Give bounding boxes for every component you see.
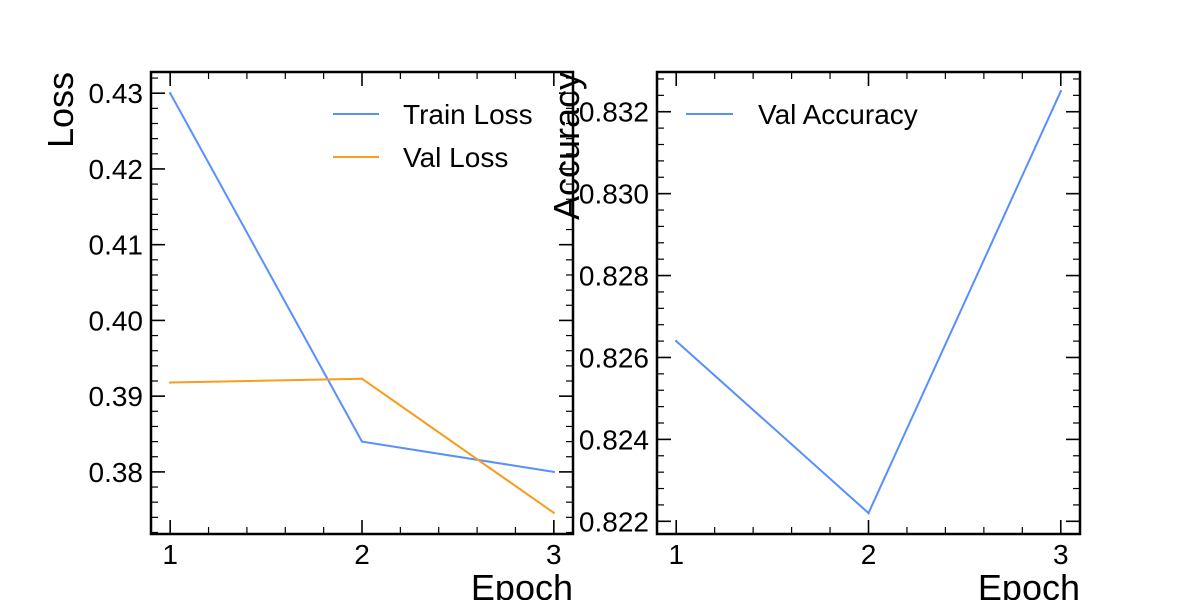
legend: Val Accuracy xyxy=(686,99,918,130)
x-tick-label: 3 xyxy=(546,539,562,570)
series-line-2 xyxy=(170,377,555,514)
y-tick-label: 0.41 xyxy=(89,230,144,261)
y-tick-label: 0.40 xyxy=(89,305,144,336)
x-tick-label: 1 xyxy=(668,539,684,570)
data-point xyxy=(552,511,556,514)
legend-label: Train Loss xyxy=(403,99,533,130)
x-tick-label: 2 xyxy=(861,539,877,570)
x-tick-label: 1 xyxy=(162,539,178,570)
y-tick-label: 0.830 xyxy=(579,179,649,210)
chart-panel-1: 1 2 3 0.38 0.39 0.40 0.41 0.42 0.43 Epoch Loss Trai… xyxy=(40,70,575,600)
y-tick-label: 0.43 xyxy=(89,78,144,109)
y-axis-label: Loss xyxy=(40,72,81,148)
data-point xyxy=(867,511,870,515)
y-tick-label: 0.828 xyxy=(579,261,649,292)
x-tick-label: 3 xyxy=(1053,539,1069,570)
data-point xyxy=(168,381,172,384)
y-tick-label: 0.826 xyxy=(579,342,649,373)
y-tick-label: 0.38 xyxy=(89,457,144,488)
y-tick-label: 0.832 xyxy=(579,97,649,128)
x-axis-label: Epoch xyxy=(471,567,573,600)
data-point xyxy=(360,440,364,443)
legend-label: Val Loss xyxy=(403,142,508,173)
y-axis-label: Accuracy xyxy=(546,72,587,220)
plot-frame xyxy=(655,70,1082,536)
data-point xyxy=(168,92,172,95)
legend-label: Val Accuracy xyxy=(758,99,918,130)
y-tick-label: 0.42 xyxy=(89,154,144,185)
x-axis-label: Epoch xyxy=(978,567,1080,600)
data-point xyxy=(552,470,556,474)
y-tick-label: 0.822 xyxy=(579,506,649,537)
data-point xyxy=(360,377,364,380)
data-point xyxy=(675,339,678,343)
y-tick-label: 0.824 xyxy=(579,424,649,455)
series-line-1 xyxy=(675,90,1062,515)
chart-panel-2: 1 2 3 0.822 0.824 0.826 0.828 0.830 0.832 Epoch Ac… xyxy=(546,70,1082,600)
x-tick-label: 2 xyxy=(354,539,370,570)
y-tick-label: 0.39 xyxy=(89,381,144,412)
data-point xyxy=(1059,90,1062,93)
legend: Train Loss Val Loss xyxy=(333,99,533,173)
